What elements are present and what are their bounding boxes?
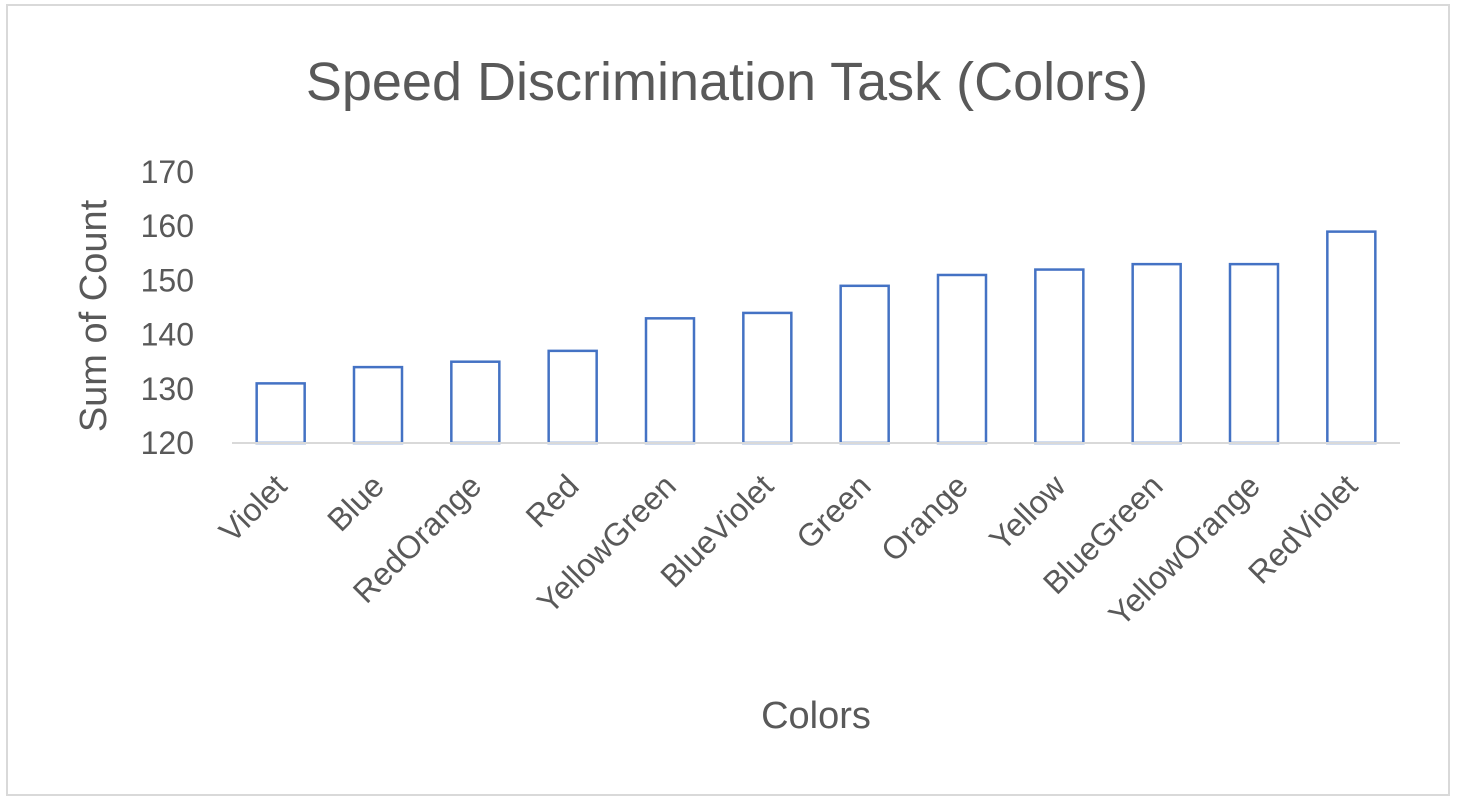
y-tick-label: 170: [141, 154, 194, 190]
x-tick-label: Yellow: [982, 467, 1073, 558]
y-tick-label: 150: [141, 262, 194, 298]
y-tick-label: 160: [141, 208, 194, 244]
y-axis-ticks: 120 130 140 150 160 170: [141, 154, 194, 461]
bar-green: [839, 284, 890, 445]
bar-red: [547, 349, 598, 445]
x-axis-title: Colors: [761, 695, 871, 737]
bar-yellowgreen: [644, 317, 696, 445]
bar-orange: [936, 273, 988, 445]
x-tick-label: Violet: [212, 467, 294, 549]
bar-blue: [352, 365, 404, 445]
chart-area: [6, 4, 1450, 796]
bar-redviolet: [1326, 230, 1377, 445]
x-tick-label: Blue: [320, 467, 391, 538]
x-tick-label: Orange: [874, 467, 975, 568]
bar-bluegreen: [1131, 262, 1182, 445]
bar-violet: [255, 382, 306, 445]
bar-redorange: [450, 360, 501, 445]
chart-title: Speed Discrimination Task (Colors): [306, 52, 1148, 112]
y-tick-label: 130: [141, 371, 194, 407]
y-tick-label: 140: [141, 317, 194, 353]
bar-blueviolet: [742, 311, 793, 445]
x-tick-label: Red: [519, 467, 586, 534]
y-tick-label: 120: [141, 425, 194, 461]
x-tick-label: Green: [789, 467, 877, 555]
bar-yellow: [1034, 268, 1085, 445]
y-axis-title: Sum of Count: [73, 199, 115, 432]
bar-yelloworange: [1228, 262, 1280, 445]
bars-group: [255, 230, 1377, 445]
